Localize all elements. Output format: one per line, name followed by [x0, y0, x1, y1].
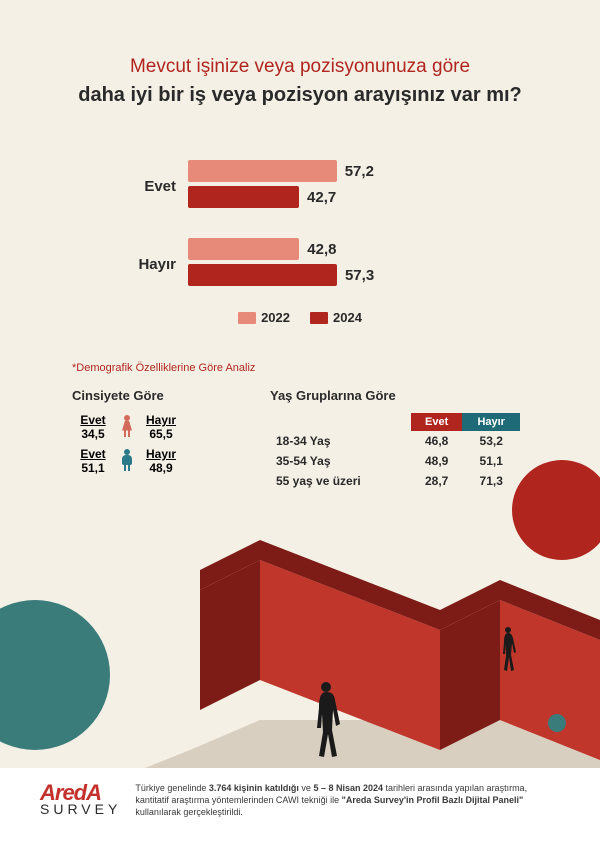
legend-label: 2022 [261, 310, 290, 325]
demographic-note: *Demografik Özelliklerine Göre Analiz [72, 362, 255, 374]
chart-row: Evet 57,2 42,7 [130, 160, 510, 212]
logo-sub: SURVEY [40, 802, 121, 816]
gender-icon [114, 449, 140, 474]
bar [188, 264, 337, 286]
infographic-canvas: Mevcut işinize veya pozisyonunuza göre d… [0, 0, 600, 848]
gender-hayir-value: 65,5 [140, 427, 182, 441]
bar-value: 57,2 [345, 163, 374, 180]
title-block: Mevcut işinize veya pozisyonunuza göre d… [60, 56, 540, 107]
chart-row-label: Evet [130, 178, 188, 195]
gender-head-evet: Evet34,5 [72, 413, 114, 441]
bar-value: 42,7 [307, 189, 336, 206]
age-row-label: 55 yaş ve üzeri [270, 471, 411, 491]
age-block: Yaş Gruplarına Göre EvetHayır18-34 Yaş46… [270, 388, 520, 491]
age-evet-value: 28,7 [411, 471, 463, 491]
title-line2: daha iyi bir iş veya pozisyon arayışınız… [60, 84, 540, 107]
bar-value: 57,3 [345, 267, 374, 284]
silhouette-figure-2 [498, 626, 518, 672]
gender-hayir-value: 48,9 [140, 461, 182, 475]
legend-item: 2022 [238, 310, 290, 325]
gender-head-hayir: Hayır65,5 [140, 413, 182, 441]
gender-evet-value: 34,5 [72, 427, 114, 441]
decorative-zigzag-path [140, 520, 600, 770]
title-line1: Mevcut işinize veya pozisyonunuza göre [60, 56, 540, 78]
legend-item: 2024 [310, 310, 362, 325]
chart-row-label: Hayır [130, 256, 188, 273]
age-row: 18-34 Yaş46,853,2 [270, 431, 520, 451]
age-head-evet: Evet [411, 413, 463, 431]
age-row-label: 18-34 Yaş [270, 431, 411, 451]
age-title: Yaş Gruplarına Göre [270, 388, 520, 403]
gender-icon [114, 415, 140, 440]
age-hayir-value: 71,3 [462, 471, 520, 491]
age-row-label: 35-54 Yaş [270, 451, 411, 471]
age-row: 35-54 Yaş48,951,1 [270, 451, 520, 471]
bar-value: 42,8 [307, 241, 336, 258]
age-head-hayir: Hayır [462, 413, 520, 431]
silhouette-figure-1 [310, 680, 344, 758]
gender-title: Cinsiyete Göre [72, 388, 242, 403]
legend-label: 2024 [333, 310, 362, 325]
logo: AredA SURVEY [40, 782, 121, 816]
age-table: EvetHayır18-34 Yaş46,853,235-54 Yaş48,95… [270, 413, 520, 491]
bar [188, 238, 299, 260]
gender-head-hayir: Hayır48,9 [140, 447, 182, 475]
decorative-dot-teal [548, 714, 566, 732]
gender-row: Evet34,5 Hayır65,5 [72, 413, 242, 441]
age-hayir-value: 51,1 [462, 451, 520, 471]
age-evet-value: 46,8 [411, 431, 463, 451]
legend-swatch [238, 312, 256, 324]
decorative-circle-teal [0, 600, 110, 750]
chart-row: Hayır 42,8 57,3 [130, 238, 510, 290]
gender-head-evet: Evet51,1 [72, 447, 114, 475]
footer: AredA SURVEY Türkiye genelinde 3.764 kiş… [0, 768, 600, 848]
age-row: 55 yaş ve üzeri28,771,3 [270, 471, 520, 491]
age-evet-value: 48,9 [411, 451, 463, 471]
footer-text: Türkiye genelinde 3.764 kişinin katıldığ… [135, 782, 560, 818]
gender-evet-value: 51,1 [72, 461, 114, 475]
bar [188, 186, 299, 208]
chart-legend: 2022 2024 [0, 310, 600, 327]
gender-row: Evet51,1 Hayır48,9 [72, 447, 242, 475]
main-bar-chart: Evet 57,2 42,7 Hayır 42,8 57,3 [130, 160, 510, 316]
bar [188, 160, 337, 182]
age-hayir-value: 53,2 [462, 431, 520, 451]
gender-block: Cinsiyete Göre Evet34,5 Hayır65,5 Evet51,1… [72, 388, 242, 481]
legend-swatch [310, 312, 328, 324]
